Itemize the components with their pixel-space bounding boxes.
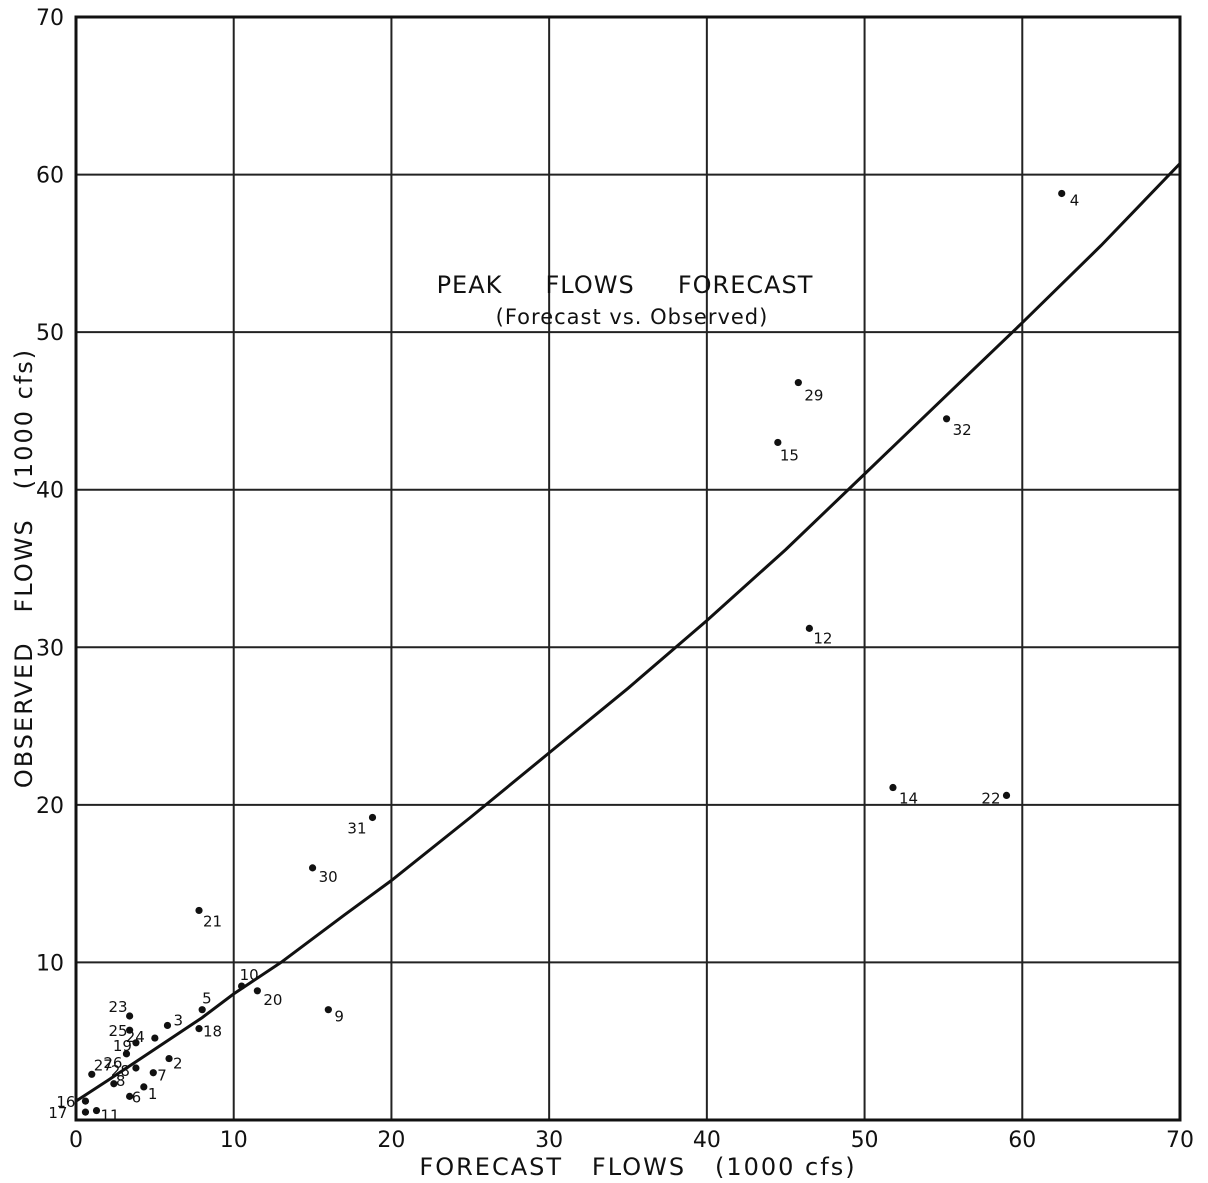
data-point-label: 26 (103, 1054, 122, 1072)
data-point-label: 6 (132, 1088, 142, 1106)
x-tick-label: 20 (377, 1128, 405, 1153)
data-point-label: 9 (334, 1008, 344, 1026)
y-tick-label: 10 (36, 951, 64, 976)
x-tick-label: 60 (1008, 1128, 1036, 1153)
y-tick-labels: 10 20 30 40 50 60 70 (36, 6, 64, 976)
data-point-label: 27 (94, 1056, 113, 1074)
grid-lines (76, 17, 1180, 1120)
y-axis-label: OBSERVED FLOWS (1000 cfs) (10, 348, 38, 788)
x-axis-label: FORECAST FLOWS (1000 cfs) (419, 1153, 856, 1181)
data-point (794, 378, 802, 387)
data-point (368, 813, 377, 822)
data-point (774, 438, 782, 447)
data-point (165, 1054, 173, 1063)
regression-curve (75, 162, 1182, 1103)
data-point (889, 783, 897, 792)
data-point-label: 28 (111, 1062, 130, 1080)
data-point-label: 22 (981, 789, 1000, 807)
data-point (324, 1006, 332, 1014)
x-tick-label: 0 (69, 1128, 83, 1153)
data-point-label: 11 (101, 1107, 120, 1125)
data-point (195, 1025, 203, 1033)
data-point-label: 18 (203, 1023, 222, 1041)
data-point (140, 1083, 148, 1091)
data-point (1002, 791, 1011, 800)
data-point (110, 1080, 118, 1088)
data-point (805, 624, 813, 632)
data-point (88, 1070, 96, 1078)
data-point (126, 1092, 134, 1100)
data-point (81, 1108, 90, 1116)
data-point (126, 1012, 134, 1020)
data-point (942, 415, 951, 423)
data-point (92, 1106, 101, 1115)
data-point (308, 864, 317, 872)
data-point-label: 3 (173, 1011, 183, 1029)
data-point (195, 906, 203, 915)
data-point-label: 7 (157, 1067, 167, 1085)
data-point (126, 1026, 134, 1034)
y-tick-label: 40 (36, 479, 64, 504)
data-point (132, 1064, 140, 1072)
data-point (81, 1097, 90, 1105)
x-tick-label: 50 (851, 1128, 879, 1153)
chart-title: PEAK FLOWS FORECAST (437, 271, 814, 299)
data-point-label: 23 (109, 998, 128, 1016)
data-point-label: 21 (203, 912, 222, 930)
x-tick-labels: 0 10 20 30 40 50 60 70 (69, 1128, 1194, 1153)
data-point (238, 982, 246, 990)
data-point-label: 30 (319, 868, 338, 886)
y-tick-label: 70 (36, 6, 64, 31)
data-point-label: 10 (240, 966, 259, 984)
y-tick-label: 60 (36, 164, 64, 189)
data-point-label: 25 (109, 1022, 128, 1040)
data-point-label: 29 (804, 387, 823, 405)
y-tick-label: 20 (36, 794, 64, 819)
data-point-label: 16 (56, 1093, 75, 1111)
data-point-label: 2 (173, 1055, 183, 1073)
x-tick-label: 30 (535, 1128, 563, 1153)
data-point-label: 1 (148, 1085, 158, 1103)
data-point-label: 20 (263, 991, 282, 1009)
data-point-label: 14 (899, 790, 918, 808)
data-point-label: 8 (116, 1072, 126, 1090)
y-tick-label: 30 (36, 636, 64, 661)
data-point-label: 15 (780, 446, 799, 464)
data-point (151, 1034, 159, 1042)
data-point-label: 12 (813, 629, 832, 647)
data-point (132, 1039, 140, 1047)
x-tick-label: 70 (1166, 1128, 1194, 1153)
data-point-label: 31 (347, 819, 366, 837)
plot-frame (74, 15, 1182, 1122)
data-point (253, 987, 261, 995)
data-point (122, 1050, 131, 1058)
x-tick-label: 40 (693, 1128, 721, 1153)
data-point (163, 1021, 172, 1030)
data-point (198, 1006, 206, 1014)
data-point (149, 1069, 157, 1077)
chart-subtitle: (Forecast vs. Observed) (496, 305, 769, 329)
y-tick-label: 50 (36, 321, 64, 346)
data-point-label: 17 (48, 1104, 67, 1122)
data-point (1058, 189, 1066, 198)
data-point-label: 4 (1070, 191, 1080, 209)
x-tick-label: 10 (220, 1128, 248, 1153)
data-point-label: 5 (202, 990, 212, 1008)
data-point-label: 32 (953, 421, 972, 439)
